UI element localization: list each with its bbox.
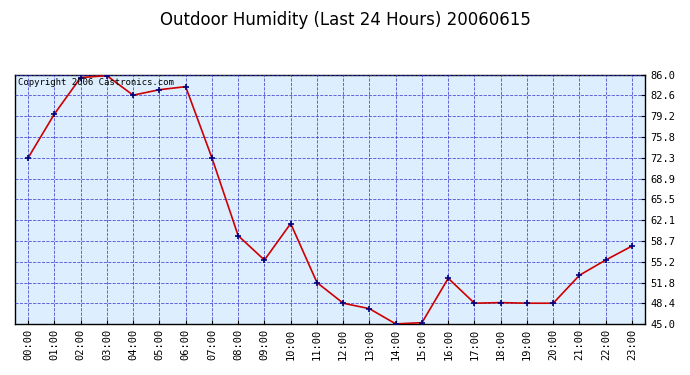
Text: Outdoor Humidity (Last 24 Hours) 20060615: Outdoor Humidity (Last 24 Hours) 2006061… bbox=[159, 11, 531, 29]
Text: Copyright 2006 Castronics.com: Copyright 2006 Castronics.com bbox=[18, 78, 174, 87]
